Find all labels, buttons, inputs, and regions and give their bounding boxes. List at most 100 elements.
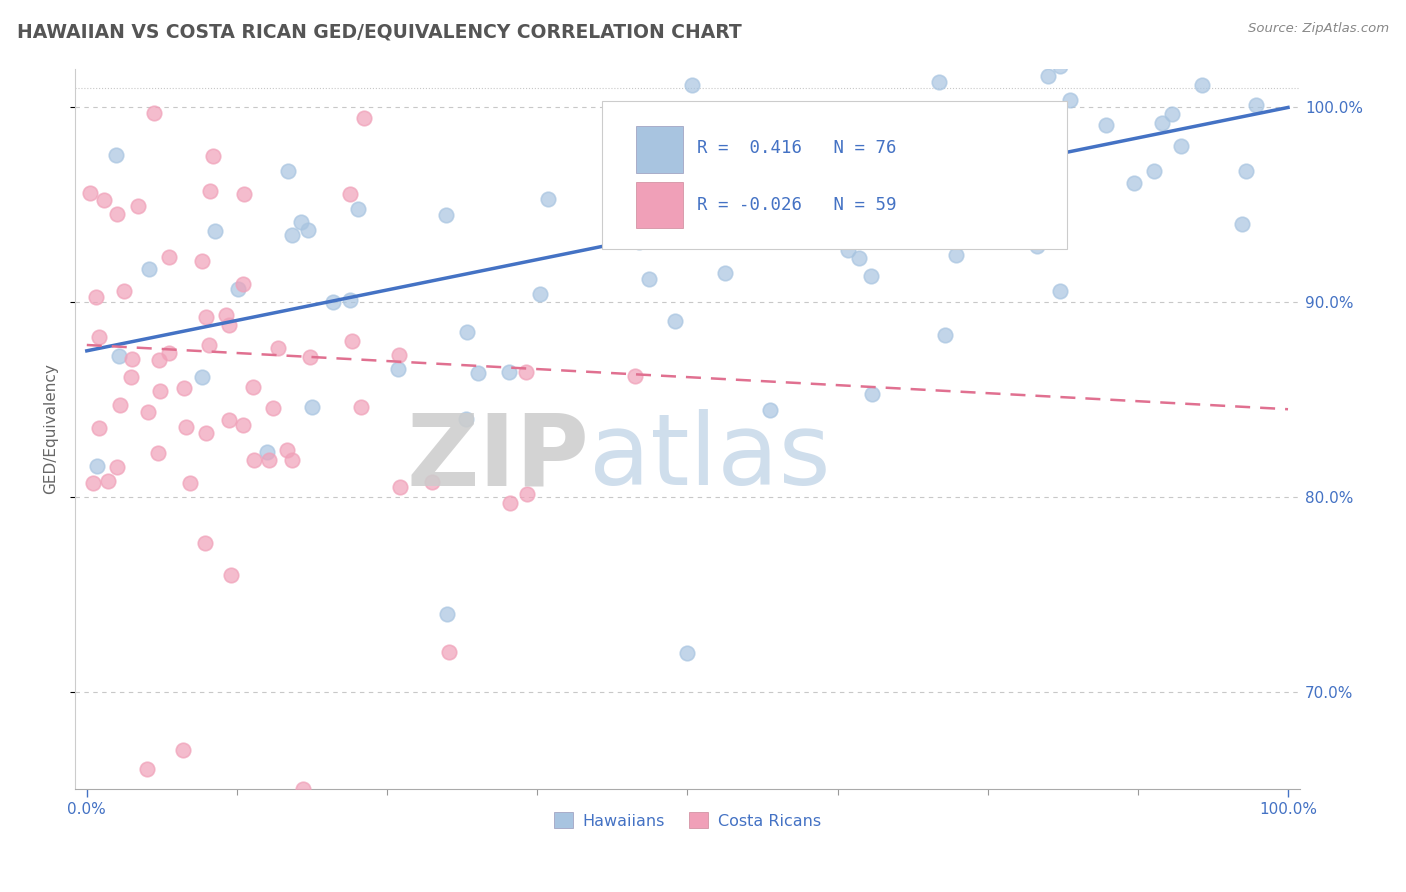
- Point: [1244, 97, 1267, 112]
- Point: [350, 401, 373, 415]
- Point: [1150, 115, 1173, 129]
- Point: [1230, 217, 1253, 231]
- Point: [105, 147, 128, 161]
- Point: [232, 277, 254, 292]
- Point: [127, 199, 149, 213]
- Point: [537, 192, 560, 206]
- Point: [1161, 107, 1184, 121]
- Point: [87, 330, 110, 344]
- Point: [93, 193, 115, 207]
- Point: [434, 208, 457, 222]
- Point: [1192, 51, 1215, 65]
- Point: [1049, 284, 1071, 298]
- Point: [292, 781, 315, 796]
- Point: [529, 287, 551, 301]
- Point: [945, 248, 967, 262]
- Point: [456, 325, 478, 339]
- Point: [218, 318, 240, 332]
- Point: [339, 293, 361, 308]
- Point: [242, 380, 264, 394]
- Point: [321, 294, 343, 309]
- Legend: Hawaiians, Costa Ricans: Hawaiians, Costa Ricans: [547, 805, 827, 835]
- Point: [256, 444, 278, 458]
- Point: [454, 411, 477, 425]
- Text: HAWAIIAN VS COSTA RICAN GED/EQUIVALENCY CORRELATION CHART: HAWAIIAN VS COSTA RICAN GED/EQUIVALENCY …: [17, 22, 741, 41]
- Point: [758, 201, 780, 215]
- Point: [112, 284, 135, 298]
- Point: [232, 417, 254, 432]
- Point: [627, 235, 650, 250]
- Point: [860, 386, 883, 401]
- Point: [219, 568, 242, 582]
- Text: Source: ZipAtlas.com: Source: ZipAtlas.com: [1249, 22, 1389, 36]
- Point: [135, 763, 157, 777]
- Point: [281, 453, 304, 467]
- Point: [664, 314, 686, 328]
- Point: [148, 353, 170, 368]
- Point: [143, 106, 166, 120]
- FancyBboxPatch shape: [602, 101, 1067, 249]
- Point: [1038, 69, 1060, 83]
- Point: [976, 163, 998, 178]
- Point: [420, 475, 443, 489]
- Point: [1059, 94, 1081, 108]
- Point: [498, 366, 520, 380]
- Point: [105, 460, 128, 475]
- Point: [198, 184, 221, 198]
- Point: [792, 196, 814, 211]
- Point: [603, 165, 626, 179]
- Point: [301, 401, 323, 415]
- Point: [172, 743, 194, 757]
- Point: [437, 645, 460, 659]
- Point: [342, 334, 364, 348]
- Point: [974, 219, 997, 233]
- Point: [262, 401, 284, 415]
- Point: [516, 487, 538, 501]
- Point: [157, 346, 180, 360]
- Point: [515, 365, 537, 379]
- Point: [1191, 78, 1213, 92]
- Point: [499, 495, 522, 509]
- Point: [97, 474, 120, 488]
- Point: [191, 369, 214, 384]
- Point: [233, 186, 256, 201]
- Text: R = -0.026   N = 59: R = -0.026 N = 59: [697, 196, 897, 214]
- Point: [173, 381, 195, 395]
- Point: [467, 366, 489, 380]
- Point: [299, 351, 322, 365]
- Point: [146, 446, 169, 460]
- FancyBboxPatch shape: [636, 182, 682, 228]
- Point: [714, 266, 737, 280]
- Point: [257, 452, 280, 467]
- Point: [108, 349, 131, 363]
- Point: [792, 140, 814, 154]
- Point: [1170, 139, 1192, 153]
- Point: [676, 209, 699, 223]
- Point: [157, 250, 180, 264]
- Point: [353, 111, 375, 125]
- Point: [174, 420, 197, 434]
- Point: [1234, 163, 1257, 178]
- Point: [290, 214, 312, 228]
- Point: [765, 216, 787, 230]
- Point: [952, 128, 974, 143]
- Point: [267, 341, 290, 355]
- Point: [681, 78, 703, 92]
- Point: [889, 19, 911, 33]
- Point: [1270, 13, 1292, 28]
- Point: [638, 272, 661, 286]
- Point: [194, 536, 217, 550]
- Point: [950, 232, 973, 246]
- Point: [201, 149, 224, 163]
- Point: [388, 348, 411, 362]
- Point: [865, 123, 887, 137]
- Text: ZIP: ZIP: [406, 409, 589, 506]
- Point: [105, 207, 128, 221]
- Point: [198, 338, 221, 352]
- Point: [276, 443, 298, 458]
- Point: [1234, 34, 1257, 48]
- Point: [671, 225, 693, 239]
- Point: [624, 369, 647, 384]
- Point: [297, 223, 319, 237]
- Point: [837, 243, 859, 257]
